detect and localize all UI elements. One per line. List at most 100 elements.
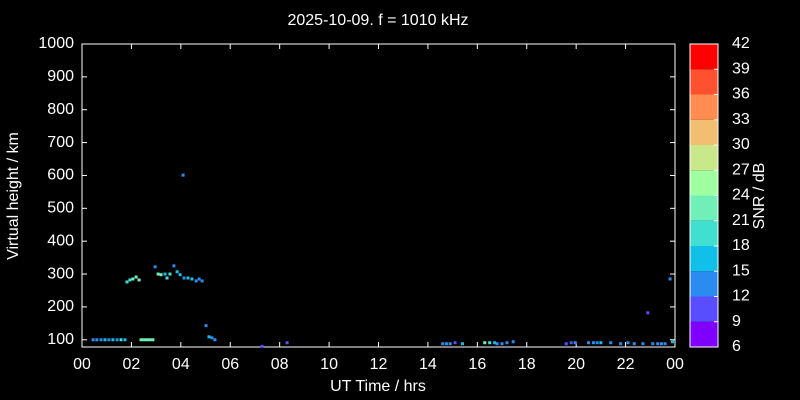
data-point [488,341,492,345]
colorbar-swatch [690,69,718,95]
data-point [204,324,208,328]
data-point [194,279,198,283]
data-point [609,341,613,345]
x-tick-label: 18 [518,356,536,373]
x-tick-label: 16 [468,356,486,373]
colorbar-label: SNR / dB [751,163,768,230]
data-point [142,338,146,342]
y-tick-label: 800 [47,101,74,118]
data-point [156,272,160,276]
data-point [107,338,111,342]
colorbar-tick-label: 9 [732,313,741,330]
data-point [646,311,650,315]
data-point [186,276,190,280]
data-point [159,273,163,277]
colorbar-swatch [690,220,718,246]
data-point [125,280,129,284]
data-point [564,342,568,346]
data-point [573,341,577,345]
colorbar-tick-label: 12 [732,288,750,305]
data-point [151,338,155,342]
data-point [99,338,103,342]
data-point [505,341,509,345]
data-point [163,272,167,276]
x-axis-label: UT Time / hrs [330,378,426,395]
data-point [641,342,645,346]
data-point [493,341,497,345]
x-tick-label: 22 [617,356,635,373]
colorbar-tick-label: 21 [732,212,750,229]
data-point [181,173,185,177]
data-point [111,338,115,342]
colorbar-swatch [690,145,718,171]
data-point [131,277,135,281]
colorbar-swatch [690,44,718,70]
data-point [207,335,211,339]
data-point [153,265,157,269]
colorbar-swatch [690,271,718,297]
data-point [595,341,599,345]
data-point [441,342,445,346]
x-tick-label: 08 [271,356,289,373]
colorbar-tick-label: 39 [732,60,750,77]
colorbar-tick-label: 33 [732,111,750,128]
colorbar-swatch [690,94,718,120]
data-point [172,264,176,268]
data-point [659,342,663,346]
y-tick-label: 300 [47,265,74,282]
y-tick-label: 400 [47,232,74,249]
x-tick-label: 14 [419,356,437,373]
data-point [128,278,132,282]
colorbar-tick-label: 15 [732,262,750,279]
data-point [453,341,457,345]
colorbar-swatch [690,321,718,347]
data-point [599,341,603,345]
data-point [95,338,99,342]
x-tick-label: 02 [123,356,141,373]
plot-frame [81,43,676,348]
data-point [511,340,515,344]
data-point [495,342,499,346]
data-point [285,341,289,345]
data-point [210,336,214,340]
data-point [591,341,595,345]
y-tick-label: 700 [47,134,74,151]
y-tick-label: 1000 [38,35,74,52]
y-tick-label: 200 [47,298,74,315]
data-point [200,279,204,283]
data-point [461,342,465,346]
data-point [632,342,636,346]
data-point [115,338,119,342]
y-tick-label: 900 [47,68,74,85]
colorbar-tick-label: 42 [732,35,750,52]
data-point [178,273,182,277]
data-point [197,277,201,281]
colorbar-swatch [690,170,718,196]
colorbar-tick-label: 27 [732,161,750,178]
colorbar-tick-label: 6 [732,338,741,355]
data-point [137,278,141,282]
y-axis-label: Virtual height / km [5,132,22,260]
colorbar-swatch [690,195,718,221]
colorbar-swatch [690,119,718,145]
x-tick-label: 06 [221,356,239,373]
data-point [448,342,452,346]
colorbar-swatch [690,246,718,272]
data-point [134,275,138,279]
data-point [168,272,172,276]
data-point [182,276,186,280]
data-point [123,338,127,342]
data-point [626,341,630,345]
data-point [175,270,179,274]
data-point [444,342,448,346]
x-tick-label: 04 [172,356,190,373]
data-point [190,277,194,281]
colorbar-tick-label: 36 [732,86,750,103]
chart-title: 2025-10-09. f = 1010 kHz [287,12,468,29]
data-point [139,338,143,342]
data-point [668,277,672,281]
x-tick-label: 10 [320,356,338,373]
data-point [483,341,487,345]
data-point [663,342,667,346]
